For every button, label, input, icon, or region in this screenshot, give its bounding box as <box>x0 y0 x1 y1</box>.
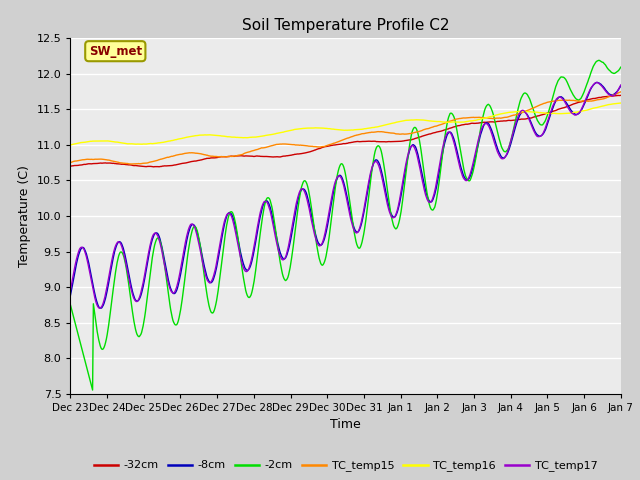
Text: SW_met: SW_met <box>89 45 142 58</box>
Y-axis label: Temperature (C): Temperature (C) <box>18 165 31 267</box>
Title: Soil Temperature Profile C2: Soil Temperature Profile C2 <box>242 18 449 33</box>
X-axis label: Time: Time <box>330 418 361 431</box>
Legend: -32cm, -8cm, -2cm, TC_temp15, TC_temp16, TC_temp17: -32cm, -8cm, -2cm, TC_temp15, TC_temp16,… <box>89 456 602 476</box>
